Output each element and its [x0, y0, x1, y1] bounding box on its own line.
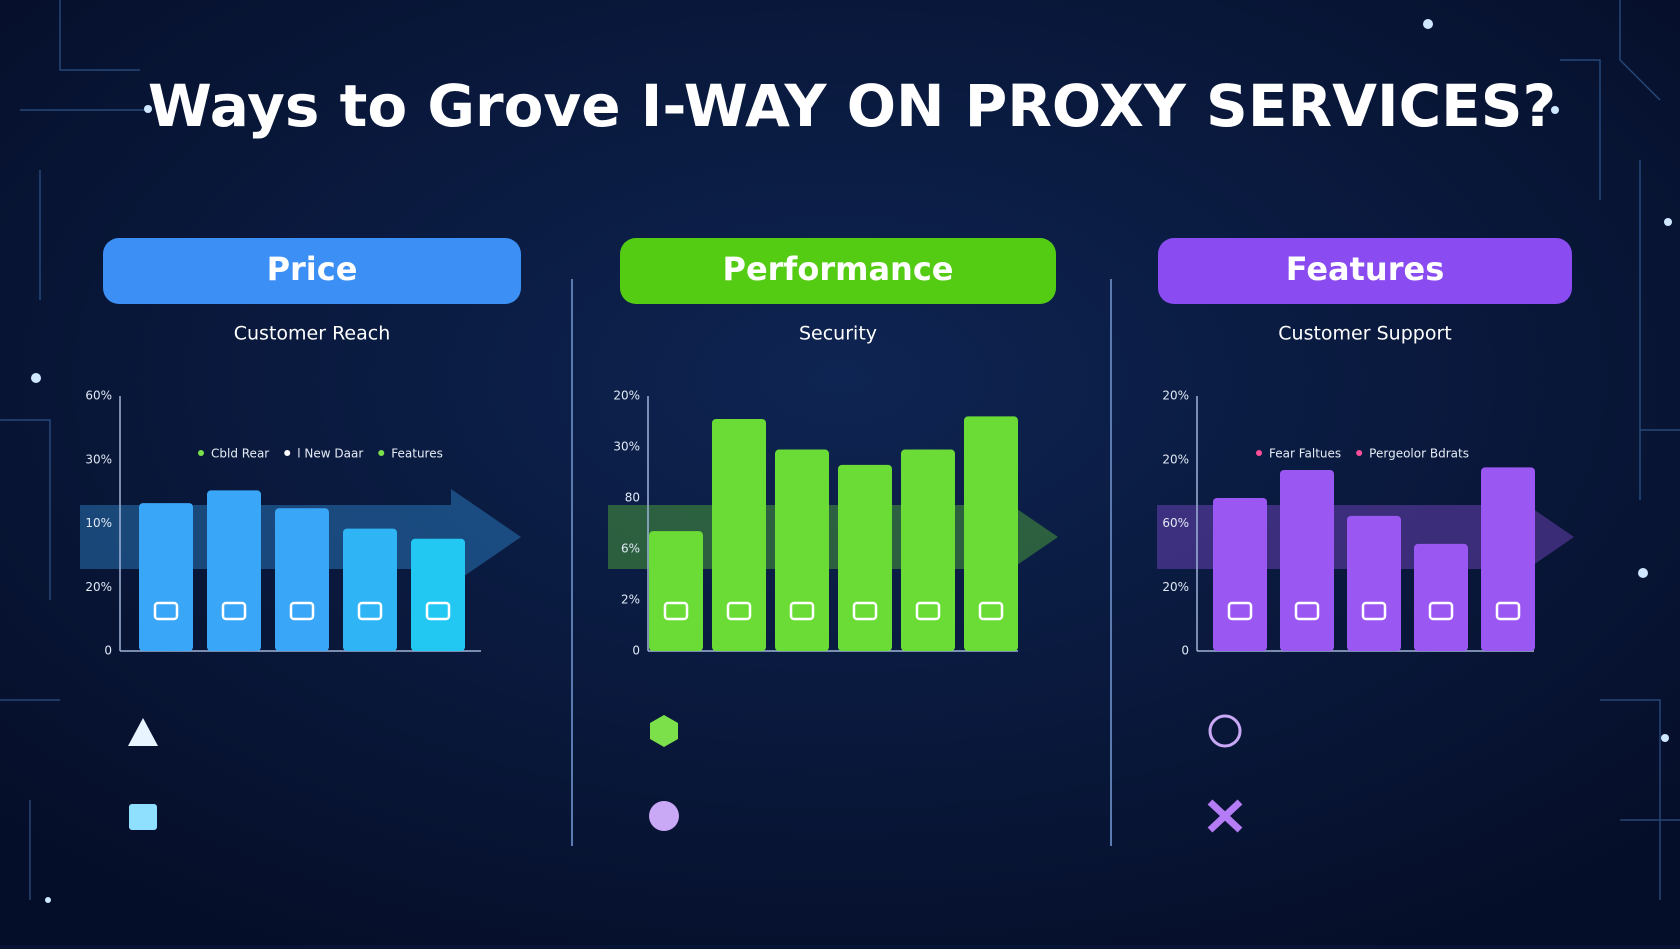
bar-icon [1495, 601, 1521, 621]
bar-icon [852, 601, 878, 621]
bar-icon [1361, 601, 1387, 621]
chart-subtitle: Customer Reach [234, 323, 391, 345]
bar-icon [221, 601, 247, 621]
page-title: Ways to Grove I-WAY ON PROXY SERVICES? [148, 72, 1556, 140]
y-tick-label: 80 [625, 491, 640, 505]
bar-icon [1294, 601, 1320, 621]
bar [139, 503, 193, 651]
bar [901, 449, 955, 651]
legend-label: l New Daar [297, 447, 363, 461]
y-tick-label: 60% [85, 389, 112, 403]
icon [129, 804, 157, 830]
y-tick-label: 20% [85, 580, 112, 594]
bar [411, 538, 465, 651]
header-label: Price [267, 250, 358, 288]
bar [1213, 498, 1267, 651]
bar [1481, 467, 1535, 651]
bottom-icons [128, 714, 1243, 833]
header-label: Features [1286, 250, 1444, 288]
header-label: Performance [722, 250, 953, 288]
bar-icon [726, 601, 752, 621]
header-pill [103, 238, 521, 304]
legend-label: Cbld Rear [211, 447, 269, 461]
legend-dot [378, 450, 385, 456]
bar-icon [153, 601, 179, 621]
bar-icon [978, 601, 1004, 621]
y-tick-label: 6% [621, 542, 640, 556]
bar-icon [1428, 601, 1454, 621]
bar-icon [425, 601, 451, 621]
y-tick-label: 10% [85, 516, 112, 530]
bar [649, 531, 703, 651]
bar [343, 528, 397, 651]
icon [1208, 714, 1242, 748]
sparkles [31, 19, 1672, 903]
bar [1280, 469, 1334, 651]
bar-icon [789, 601, 815, 621]
y-tick-label: 20% [1162, 452, 1189, 466]
legend-dot [284, 450, 291, 456]
icon [128, 718, 158, 746]
bar-icon [663, 601, 689, 621]
y-tick-label: 0 [1181, 644, 1189, 658]
legend-label: Pergeolor Bdrats [1369, 447, 1469, 461]
y-tick-label: 30% [613, 440, 640, 454]
y-tick-label: 30% [85, 452, 112, 466]
legend-label: Features [391, 447, 443, 461]
bar-icon [915, 601, 941, 621]
y-tick-label: 0 [104, 644, 112, 658]
icon [650, 715, 678, 747]
bar [275, 508, 329, 651]
legend-dot [1256, 450, 1262, 456]
header-pill [1158, 238, 1572, 304]
y-tick-label: 20% [1162, 580, 1189, 594]
y-tick-label: 20% [613, 389, 640, 403]
y-tick-label: 20% [1162, 389, 1189, 403]
legend-label: Fear Faltues [1269, 447, 1341, 461]
bar [838, 464, 892, 651]
bar-icon [1227, 601, 1253, 621]
icon [649, 801, 679, 831]
bar [964, 416, 1018, 651]
bar [1347, 515, 1401, 651]
bar [207, 490, 261, 651]
bar [775, 449, 829, 651]
chart-subtitle: Security [799, 323, 877, 345]
header-pill [620, 238, 1056, 304]
legend-dot [198, 450, 204, 456]
y-tick-label: 0 [632, 644, 640, 658]
chart-subtitle: Customer Support [1278, 323, 1451, 345]
bar-icon [357, 601, 383, 621]
bar-icon [289, 601, 315, 621]
icon [1207, 799, 1243, 833]
y-tick-label: 60% [1162, 516, 1189, 530]
legend-dot [1356, 450, 1363, 456]
circuit-lines [0, 0, 1680, 900]
y-tick-label: 2% [621, 593, 640, 607]
bar [1414, 543, 1468, 651]
bar [712, 418, 766, 651]
